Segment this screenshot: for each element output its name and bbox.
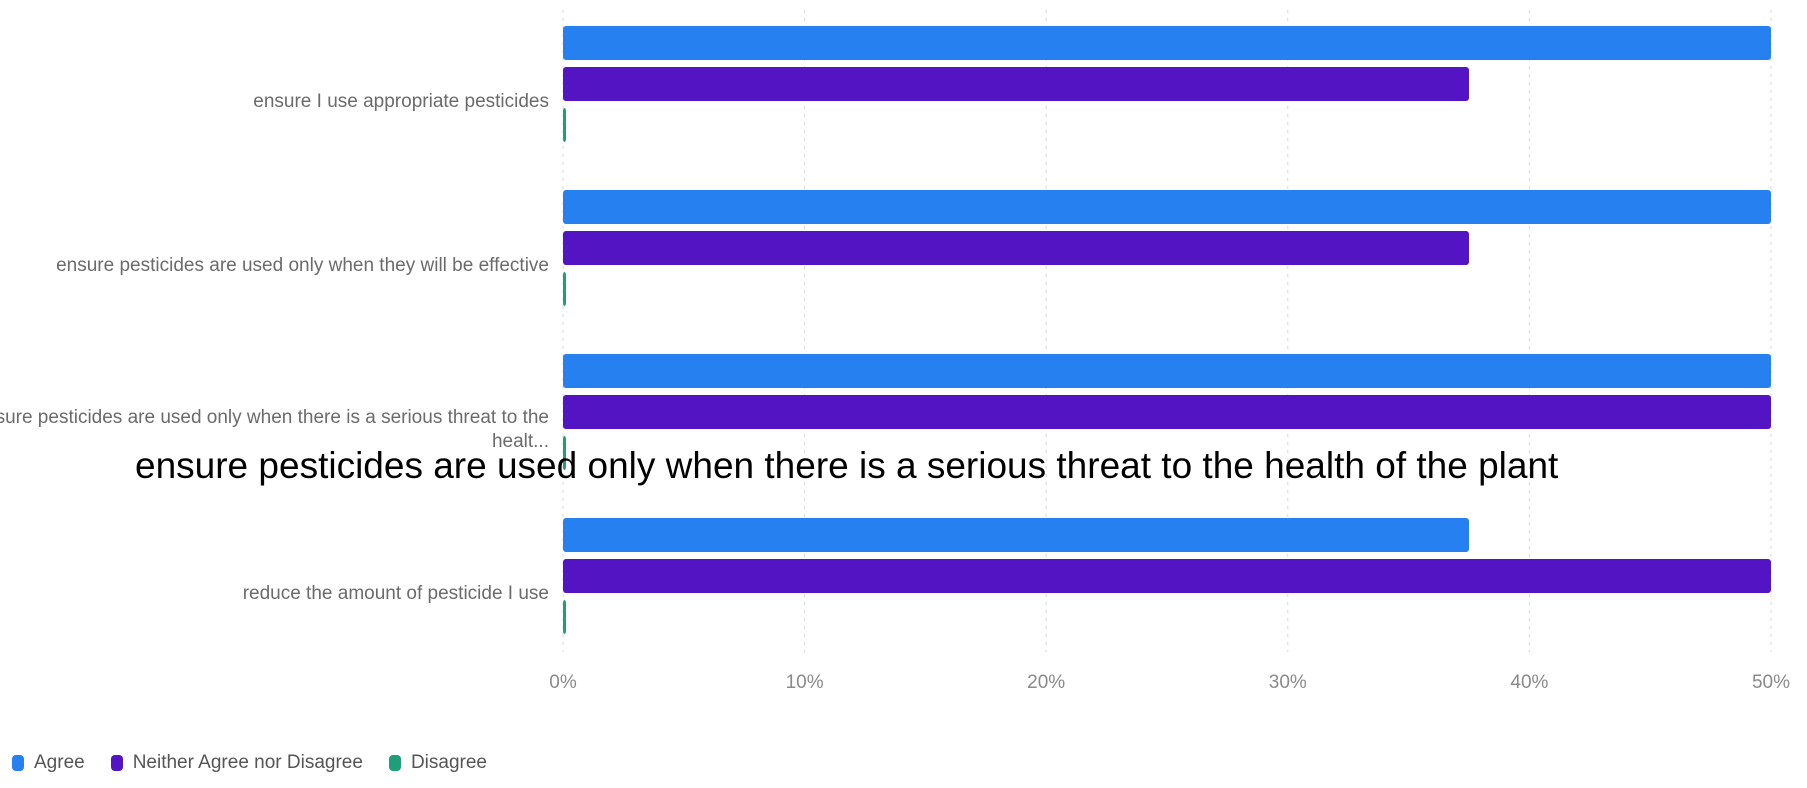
bar-agree-2[interactable] — [563, 354, 1771, 388]
bar-agree-1[interactable] — [563, 190, 1771, 224]
category-label: ensure pesticides are used only when the… — [0, 407, 549, 428]
hover-tooltip: ensure pesticides are used only when the… — [135, 445, 1559, 486]
x-tick-label: 30% — [1269, 672, 1307, 693]
bar-disagree-0[interactable] — [563, 108, 566, 142]
category-label: reduce the amount of pesticide I use — [243, 583, 549, 604]
legend: Agree Neither Agree nor Disagree Disagre… — [12, 752, 487, 774]
category-label: healt... — [492, 431, 549, 452]
legend-item-neither[interactable]: Neither Agree nor Disagree — [110, 752, 363, 774]
x-tick-label: 0% — [549, 672, 577, 693]
category-label: ensure I use appropriate pesticides — [253, 91, 549, 112]
bar-neither-agree-nor-disagree-3[interactable] — [563, 559, 1771, 593]
legend-label-neither: Neither Agree nor Disagree — [132, 752, 363, 773]
bar-disagree-1[interactable] — [563, 272, 566, 306]
bar-neither-agree-nor-disagree-2[interactable] — [563, 395, 1771, 429]
legend-label-disagree: Disagree — [410, 752, 487, 773]
bar-agree-0[interactable] — [563, 26, 1771, 60]
bar-neither-agree-nor-disagree-1[interactable] — [563, 231, 1469, 265]
legend-item-disagree[interactable]: Disagree — [388, 752, 487, 774]
x-tick-label: 20% — [1027, 672, 1065, 693]
x-tick-label: 10% — [786, 672, 824, 693]
bar-agree-3[interactable] — [563, 518, 1469, 552]
legend-swatch-disagree — [388, 755, 401, 771]
x-tick-label: 40% — [1510, 672, 1548, 693]
category-label: ensure pesticides are used only when the… — [56, 255, 549, 276]
category-labels: ensure I use appropriate pesticides ensur… — [0, 91, 549, 604]
bars — [563, 26, 1771, 634]
bar-disagree-2[interactable] — [563, 436, 566, 470]
bar-disagree-3[interactable] — [563, 600, 566, 634]
legend-label-agree: Agree — [34, 752, 85, 773]
legend-swatch-neither — [110, 755, 123, 771]
grid-lines — [562, 10, 1772, 652]
bar-neither-agree-nor-disagree-0[interactable] — [563, 67, 1469, 101]
legend-swatch-agree — [12, 755, 24, 771]
x-tick-label: 50% — [1752, 672, 1790, 693]
x-axis-ticks: 0% 10% 20% 30% 40% 50% — [549, 672, 1790, 693]
legend-item-agree[interactable]: Agree — [12, 752, 85, 774]
